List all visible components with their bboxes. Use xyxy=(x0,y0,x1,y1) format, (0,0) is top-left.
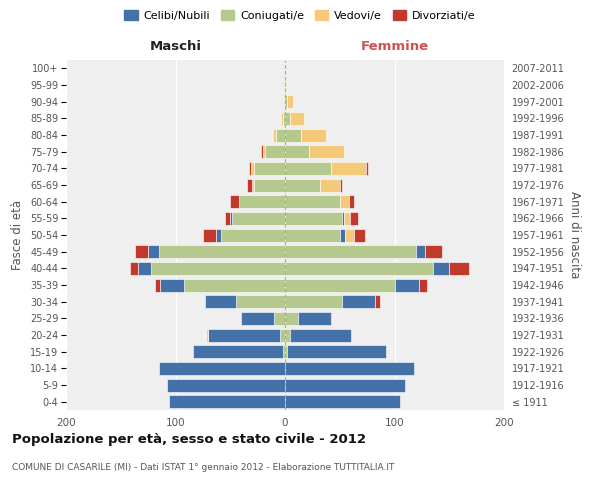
Bar xyxy=(261,145,263,158)
Bar xyxy=(208,328,280,342)
Bar xyxy=(285,228,340,241)
Bar xyxy=(287,345,386,358)
Bar xyxy=(285,345,287,358)
Bar xyxy=(354,228,365,241)
Bar xyxy=(340,228,345,241)
Bar xyxy=(285,245,416,258)
Bar xyxy=(203,228,216,241)
Bar xyxy=(205,295,236,308)
Bar xyxy=(254,162,285,175)
Bar xyxy=(148,245,159,258)
Bar xyxy=(287,95,293,108)
Bar xyxy=(169,395,285,408)
Bar xyxy=(236,295,285,308)
Bar xyxy=(331,162,366,175)
Bar xyxy=(167,378,285,392)
Bar xyxy=(239,195,285,208)
Bar xyxy=(285,295,342,308)
Bar xyxy=(285,128,301,141)
Bar xyxy=(265,145,285,158)
Bar xyxy=(138,262,151,275)
Bar xyxy=(151,262,285,275)
Bar xyxy=(184,278,285,291)
Bar xyxy=(285,212,342,225)
Bar xyxy=(433,262,449,275)
Text: Popolazione per età, sesso e stato civile - 2012: Popolazione per età, sesso e stato civil… xyxy=(12,432,366,446)
Y-axis label: Anni di nascita: Anni di nascita xyxy=(568,192,581,278)
Bar xyxy=(290,328,351,342)
Y-axis label: Fasce di età: Fasce di età xyxy=(11,200,25,270)
Bar xyxy=(340,195,349,208)
Text: Maschi: Maschi xyxy=(149,40,202,54)
Bar xyxy=(285,262,433,275)
Bar xyxy=(159,362,285,375)
Bar xyxy=(285,162,331,175)
Bar xyxy=(193,345,283,358)
Bar xyxy=(285,378,406,392)
Bar xyxy=(155,278,160,291)
Bar xyxy=(349,195,354,208)
Bar xyxy=(216,228,221,241)
Bar xyxy=(285,328,290,342)
Bar xyxy=(344,212,350,225)
Bar xyxy=(298,312,331,325)
Bar xyxy=(284,95,285,108)
Bar xyxy=(276,128,285,141)
Bar xyxy=(285,362,414,375)
Bar xyxy=(309,145,344,158)
Bar xyxy=(283,345,285,358)
Bar xyxy=(206,328,208,342)
Bar xyxy=(135,245,148,258)
Bar xyxy=(273,128,276,141)
Bar xyxy=(350,212,358,225)
Bar xyxy=(290,112,304,125)
Bar xyxy=(342,295,375,308)
Legend: Celibi/Nubili, Coniugati/e, Vedovi/e, Divorziati/e: Celibi/Nubili, Coniugati/e, Vedovi/e, Di… xyxy=(120,6,480,25)
Bar xyxy=(281,112,283,125)
Text: Femmine: Femmine xyxy=(361,40,428,54)
Bar xyxy=(345,228,354,241)
Bar xyxy=(283,112,285,125)
Bar xyxy=(449,262,469,275)
Bar xyxy=(342,212,344,225)
Bar xyxy=(285,78,286,92)
Bar xyxy=(274,312,285,325)
Bar xyxy=(419,278,427,291)
Bar xyxy=(252,178,254,192)
Bar xyxy=(232,212,285,225)
Bar xyxy=(320,178,340,192)
Bar xyxy=(416,245,425,258)
Bar xyxy=(395,278,419,291)
Bar xyxy=(280,328,285,342)
Bar xyxy=(130,262,138,275)
Bar xyxy=(366,162,368,175)
Bar xyxy=(285,278,395,291)
Bar xyxy=(301,128,326,141)
Bar xyxy=(159,245,285,258)
Bar xyxy=(285,178,320,192)
Bar xyxy=(160,278,184,291)
Bar xyxy=(285,145,309,158)
Bar xyxy=(254,178,285,192)
Bar xyxy=(263,145,265,158)
Bar xyxy=(285,195,340,208)
Bar xyxy=(425,245,442,258)
Bar xyxy=(285,312,298,325)
Text: COMUNE DI CASARILE (MI) - Dati ISTAT 1° gennaio 2012 - Elaborazione TUTTITALIA.I: COMUNE DI CASARILE (MI) - Dati ISTAT 1° … xyxy=(12,462,394,471)
Bar xyxy=(249,162,251,175)
Bar xyxy=(230,195,239,208)
Bar xyxy=(375,295,380,308)
Bar xyxy=(285,112,290,125)
Bar xyxy=(247,178,252,192)
Bar xyxy=(221,228,285,241)
Bar xyxy=(251,162,254,175)
Bar xyxy=(285,95,287,108)
Bar xyxy=(230,212,232,225)
Bar xyxy=(285,395,400,408)
Bar xyxy=(340,178,342,192)
Bar xyxy=(225,212,230,225)
Bar xyxy=(241,312,274,325)
